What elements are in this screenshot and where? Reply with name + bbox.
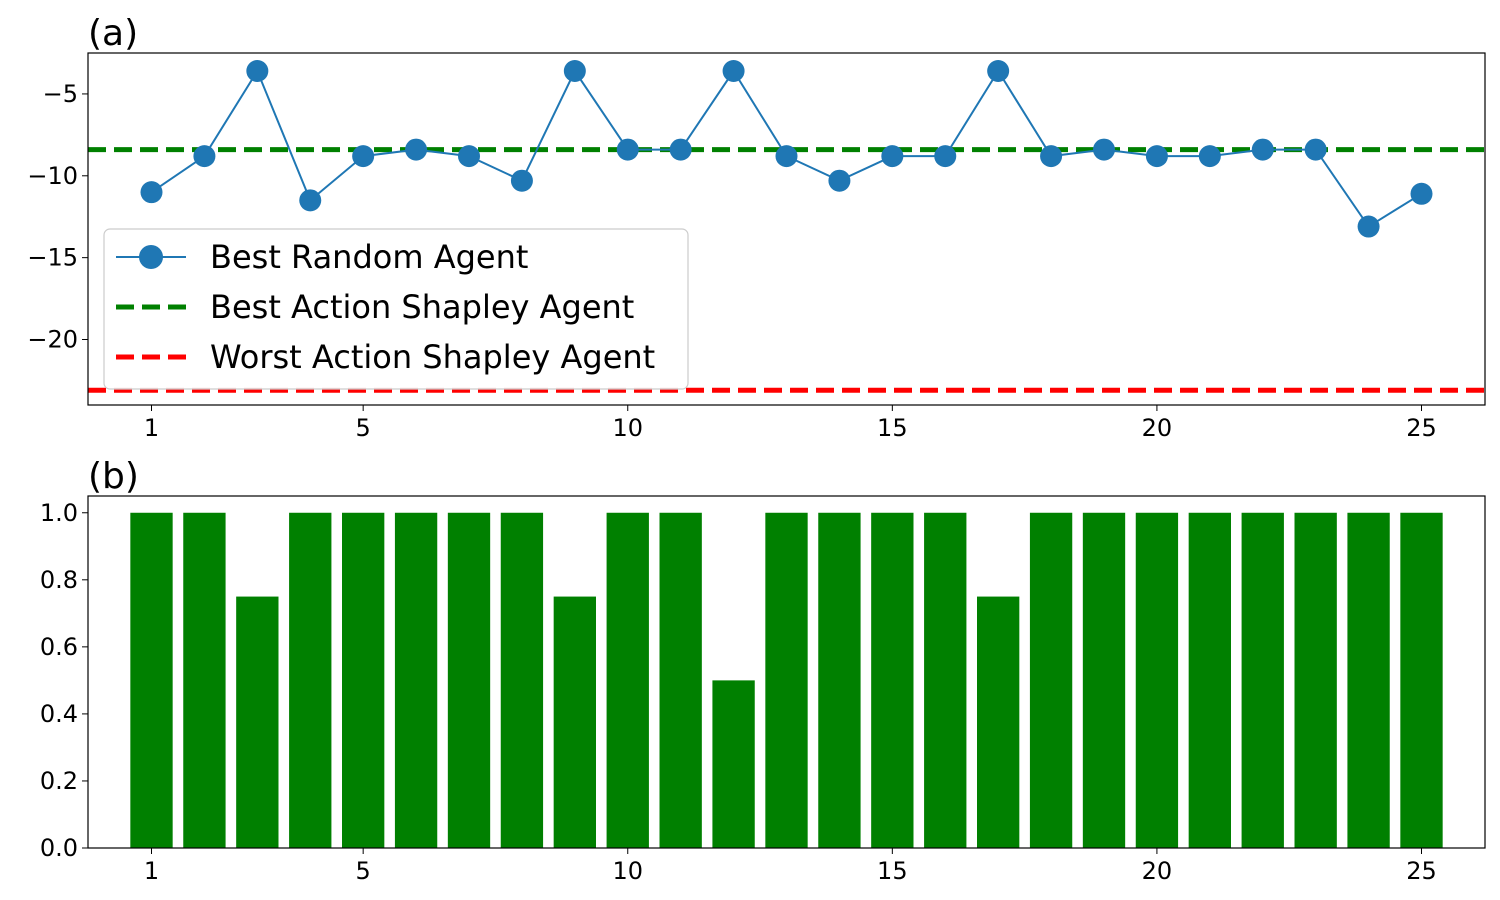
panel-a-legend: Best Random Agent Best Action Shapley Ag… bbox=[103, 228, 689, 390]
random-agent-point bbox=[1198, 145, 1221, 168]
panel-a: (a) 1 5 10 15 20 25 −5−10−15−20 Best Random A… bbox=[27, 13, 1486, 442]
x-tick-label: 5 bbox=[356, 857, 371, 885]
x-tick-label: 15 bbox=[877, 414, 908, 442]
y-tick-label: 0.6 bbox=[40, 633, 78, 661]
random-agent-point bbox=[458, 145, 480, 168]
bar bbox=[342, 512, 385, 848]
random-agent-point bbox=[1357, 215, 1380, 238]
panel-b: (b) 1 5 10 15 20 25 0.00.20.40.60.81.0 bbox=[40, 456, 1486, 885]
x-tick-label: 1 bbox=[144, 414, 159, 442]
random-agent-point bbox=[934, 145, 957, 168]
random-agent-point bbox=[352, 145, 375, 168]
random-agent-point bbox=[1304, 138, 1327, 161]
random-agent-point bbox=[616, 138, 639, 161]
bar bbox=[130, 512, 173, 848]
random-agent-point bbox=[1040, 145, 1063, 168]
random-agent-point bbox=[1410, 182, 1433, 205]
random-agent-point bbox=[563, 60, 586, 83]
legend-marker-random bbox=[139, 245, 163, 269]
x-tick-label: 5 bbox=[356, 414, 371, 442]
x-tick-label: 20 bbox=[1142, 857, 1173, 885]
legend-label-best-shapley: Best Action Shapley Agent bbox=[210, 288, 634, 326]
panel-a-y-ticks: −5 −10 −15 −20 bbox=[27, 80, 88, 354]
random-agent-point bbox=[1145, 145, 1168, 168]
bar bbox=[236, 596, 279, 848]
random-agent-point bbox=[1251, 138, 1274, 161]
random-agent-point bbox=[828, 169, 851, 192]
panel-a-plot-area bbox=[88, 60, 1485, 393]
bar bbox=[183, 512, 226, 848]
y-tick-label: −15 bbox=[27, 244, 78, 272]
x-tick-label: 1 bbox=[144, 857, 159, 885]
panel-a-frame bbox=[87, 52, 1486, 406]
bar bbox=[977, 596, 1020, 848]
y-tick-label: 0.0 bbox=[40, 834, 78, 862]
panel-a-label: (a) bbox=[88, 13, 138, 54]
y-tick-label: 0.8 bbox=[40, 566, 78, 594]
bar bbox=[1135, 512, 1179, 848]
panel-b-frame bbox=[87, 495, 1486, 849]
random-agent-point bbox=[299, 189, 322, 212]
bar bbox=[500, 512, 544, 848]
random-agent-point bbox=[669, 138, 692, 161]
bar bbox=[606, 512, 649, 848]
x-tick-label: 20 bbox=[1142, 414, 1173, 442]
random-agent-point bbox=[1093, 138, 1115, 161]
x-tick-label: 10 bbox=[612, 857, 643, 885]
panel-b-y-ticks: 0.0 0.2 0.4 0.6 0.8 1.0 bbox=[40, 499, 88, 862]
random-agent-point bbox=[775, 145, 798, 168]
random-agent-point bbox=[881, 145, 904, 168]
y-tick-label: 0.4 bbox=[40, 700, 78, 728]
bar bbox=[1188, 512, 1231, 848]
bar bbox=[871, 512, 914, 848]
bar bbox=[924, 512, 967, 848]
panel-b-plot-area bbox=[130, 512, 1443, 848]
bar bbox=[765, 512, 808, 848]
random-agent-point bbox=[987, 60, 1010, 83]
legend-label-random: Best Random Agent bbox=[210, 238, 528, 276]
bar bbox=[1400, 512, 1443, 848]
random-agent-point bbox=[140, 181, 163, 204]
bar bbox=[1029, 512, 1073, 848]
x-tick-label: 10 bbox=[612, 414, 643, 442]
y-tick-label: −10 bbox=[27, 162, 78, 190]
bar bbox=[712, 680, 755, 848]
bar bbox=[553, 596, 596, 848]
bar bbox=[1082, 512, 1126, 848]
bar bbox=[1241, 512, 1284, 848]
panel-b-x-ticks: 1 5 10 15 20 25 bbox=[144, 848, 1437, 885]
legend-label-worst-shapley: Worst Action Shapley Agent bbox=[210, 338, 655, 376]
y-tick-label: 0.2 bbox=[40, 767, 78, 795]
panel-b-label: (b) bbox=[88, 456, 139, 497]
bar bbox=[394, 512, 438, 848]
bar bbox=[289, 512, 332, 848]
random-agent-point bbox=[405, 138, 428, 161]
x-tick-label: 25 bbox=[1406, 857, 1437, 885]
random-agent-point bbox=[246, 60, 269, 83]
y-tick-label: −20 bbox=[27, 326, 78, 354]
bar bbox=[447, 512, 491, 848]
x-tick-label: 15 bbox=[877, 857, 908, 885]
bar bbox=[1347, 512, 1390, 848]
bar bbox=[659, 512, 702, 848]
panel-a-x-ticks: 1 5 10 15 20 25 bbox=[144, 405, 1437, 442]
random-agent-point bbox=[722, 60, 745, 83]
legend-box bbox=[103, 228, 689, 390]
random-agent-point bbox=[510, 169, 533, 192]
random-agent-point bbox=[193, 145, 216, 168]
bar bbox=[1294, 512, 1337, 848]
x-tick-label: 25 bbox=[1406, 414, 1437, 442]
y-tick-label: −5 bbox=[43, 80, 78, 108]
y-tick-label: 1.0 bbox=[40, 499, 78, 527]
bar bbox=[818, 512, 861, 848]
